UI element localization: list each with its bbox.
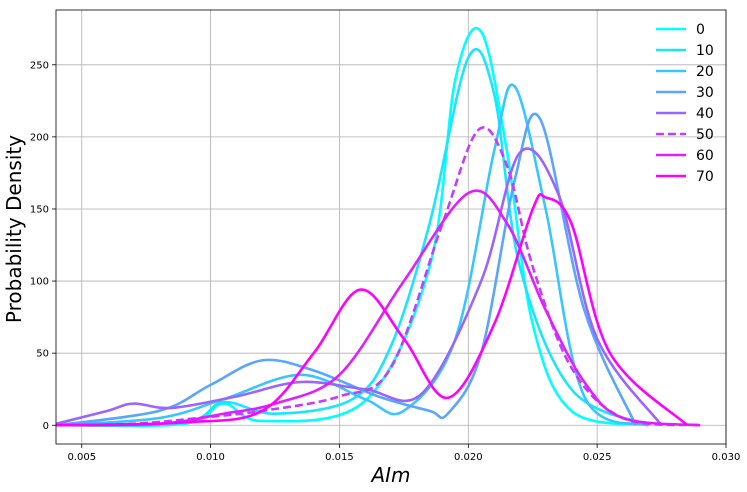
- grid: [56, 10, 727, 444]
- legend-label-30: 30: [696, 85, 714, 101]
- y-tick-label: 150: [30, 204, 49, 215]
- y-tick-label: 50: [36, 349, 49, 360]
- series-line-30: [56, 112, 637, 427]
- y-tick-label: 250: [30, 60, 49, 71]
- plot-frame: [55, 9, 727, 445]
- series-line-70: [56, 193, 689, 427]
- series-line-0: [56, 26, 649, 428]
- series-line-60: [56, 189, 701, 427]
- series-line-50: [56, 126, 701, 427]
- series-lines: [56, 26, 701, 428]
- x-tick-label: 0.015: [325, 452, 354, 463]
- x-tick-label: 0.020: [454, 452, 483, 463]
- y-tick-label: 100: [30, 277, 49, 288]
- legend-label-20: 20: [696, 64, 714, 80]
- legend-label-70: 70: [696, 169, 714, 185]
- y-tick-label: 0: [43, 421, 49, 432]
- y-tick-label: 200: [30, 132, 49, 143]
- legend-label-40: 40: [696, 106, 714, 122]
- legend-label-50: 50: [696, 127, 714, 143]
- legend-label-0: 0: [696, 22, 705, 38]
- series-line-40: [56, 147, 663, 427]
- legend-label-60: 60: [696, 148, 714, 164]
- x-ticks: 0.005 0.010 0.015 0.020 0.025 0.030: [67, 444, 740, 463]
- y-ticks: 0 50 100 150 200 250: [30, 60, 56, 432]
- legend: 0 10 20 30 40 50 60 70: [656, 22, 714, 185]
- x-tick-label: 0.005: [67, 452, 96, 463]
- x-axis-label: AIm: [369, 463, 410, 487]
- y-axis-label: Probability Density: [2, 135, 26, 323]
- series-group: [56, 26, 701, 428]
- legend-label-10: 10: [696, 43, 714, 59]
- series-line-10: [56, 47, 650, 427]
- x-tick-label: 0.030: [712, 452, 741, 463]
- x-tick-label: 0.025: [583, 452, 612, 463]
- x-tick-label: 0.010: [196, 452, 225, 463]
